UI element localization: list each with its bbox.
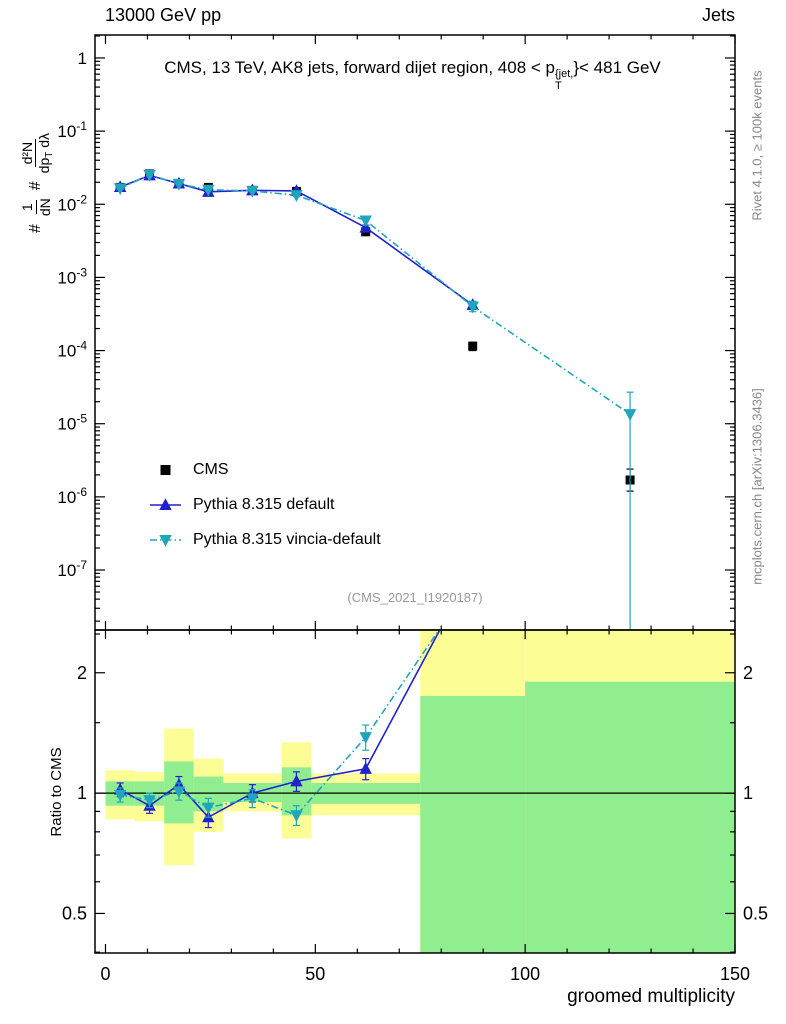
marker-triangle-down xyxy=(467,576,479,588)
legend-label-pythia-vincia: Pythia 8.315 vincia-default xyxy=(193,530,381,548)
ratio-tick-label-left: 1 xyxy=(77,783,87,803)
ratio-tick-label-right: 1 xyxy=(743,783,753,803)
dp-text: dp xyxy=(36,157,53,174)
x-axis-label: groomed multiplicity xyxy=(567,986,735,1007)
dlambda-text: dλ xyxy=(36,132,53,152)
y-tick-label: 10-6 xyxy=(57,485,87,507)
marker-triangle-down xyxy=(143,169,156,182)
legend-row-pythia-vincia: Pythia 8.315 vincia-default xyxy=(148,522,381,557)
marker-triangle-down xyxy=(246,185,259,198)
y-tick-label: 10-5 xyxy=(57,412,87,434)
fraction1-denominator: dN xyxy=(36,198,53,217)
ratio-tick-label-right: 0.5 xyxy=(743,903,768,923)
marker-triangle-down xyxy=(202,184,215,197)
marker-triangle-down xyxy=(172,178,186,191)
analysis-group-label: Jets xyxy=(701,5,735,25)
marker-square xyxy=(160,464,171,475)
marker-triangle-down xyxy=(143,795,156,807)
marker-triangle-down xyxy=(159,534,172,547)
marker-triangle-up xyxy=(359,762,372,774)
y-tick-label: 1 xyxy=(78,49,87,68)
marker-triangle-down xyxy=(172,786,186,799)
marker-triangle-down xyxy=(290,810,303,823)
y-tick-label: 10-7 xyxy=(57,558,87,580)
fraction2-numerator: d²N xyxy=(19,138,37,168)
pt-jet-superscript: {jet, xyxy=(554,68,574,80)
marker-triangle-up xyxy=(159,497,172,510)
marker-triangle-up xyxy=(290,774,303,787)
marker-triangle-down xyxy=(359,732,372,744)
y-axis-fraction-2: d²N dpT dλ xyxy=(19,132,56,174)
marker-square xyxy=(468,341,478,351)
main-panel-series xyxy=(113,168,637,630)
legend-row-pythia-default: Pythia 8.315 default xyxy=(148,487,381,522)
ratio-tick-label-right: 2 xyxy=(743,663,753,683)
x-tick-label: 50 xyxy=(305,964,325,984)
series-line xyxy=(120,630,440,817)
green-uncertainty-band xyxy=(525,681,735,953)
ratio-panel-series xyxy=(113,562,479,829)
legend-label-cms: CMS xyxy=(193,460,229,478)
legend-label-pythia-default: Pythia 8.315 default xyxy=(193,495,335,513)
fraction2-denominator: dpT dλ xyxy=(36,132,56,174)
marker-triangle-down xyxy=(202,802,215,815)
marker-triangle-down xyxy=(466,301,479,314)
marker-triangle-down xyxy=(113,183,127,196)
hash-symbol-2: # xyxy=(27,181,44,191)
x-tick-label: 0 xyxy=(100,964,110,984)
series-line xyxy=(119,174,631,415)
mcplots-credit-label: mcplots.cern.ch [arXiv:1306.3436] xyxy=(749,388,765,585)
cms-marker-icon xyxy=(160,464,171,475)
ratio-uncertainty-bands xyxy=(105,630,735,953)
ratio-tick-label-left: 2 xyxy=(77,663,87,683)
y-tick-label: 10-4 xyxy=(57,339,87,361)
rivet-version-label: Rivet 4.1.0, ≥ 100k events xyxy=(749,70,765,221)
green-uncertainty-band xyxy=(420,695,526,953)
analysis-id-watermark: (CMS_2021_I1920187) xyxy=(347,590,483,605)
beam-energy-label: 13000 GeV pp xyxy=(105,5,222,25)
marker-triangle-down xyxy=(113,789,127,802)
marker-triangle-up xyxy=(467,562,479,574)
y-axis-fraction-1: 1 dN xyxy=(19,198,53,217)
series-line xyxy=(119,630,441,819)
legend-row-cms: CMS xyxy=(148,452,381,487)
plot-title: CMS, 13 TeV, AK8 jets, forward dijet reg… xyxy=(85,58,740,92)
ratio-tick-label-left: 0.5 xyxy=(62,903,87,923)
ratio-axis-label: Ratio to CMS xyxy=(48,747,65,837)
pythia-default-marker-icon xyxy=(150,497,181,510)
pt-jet-stack: {jet, T xyxy=(555,68,573,92)
pt-subscript: T xyxy=(554,80,562,93)
legend: CMS Pythia 8.315 default Pythia 8.315 vi… xyxy=(148,452,381,557)
marker-triangle-down xyxy=(290,190,303,203)
y-axis-label: # 1 dN # d²N dpT dλ xyxy=(8,51,64,315)
plot-title-range: }< 481 GeV xyxy=(573,58,661,77)
fraction1-numerator: 1 xyxy=(19,200,37,215)
marker-triangle-down xyxy=(246,793,259,806)
marker-triangle-down xyxy=(623,409,637,421)
hash-symbol: # xyxy=(27,224,44,234)
pt-sub-t: T xyxy=(44,151,56,158)
x-tick-label: 150 xyxy=(720,964,750,984)
plot-title-text: CMS, 13 TeV, AK8 jets, forward dijet reg… xyxy=(164,58,555,77)
ratio-panel-frame xyxy=(94,629,736,954)
x-tick-label: 100 xyxy=(510,964,540,984)
pythia-vincia-marker-icon xyxy=(150,534,181,547)
marker-triangle-down xyxy=(359,215,372,228)
series-line xyxy=(119,174,474,306)
